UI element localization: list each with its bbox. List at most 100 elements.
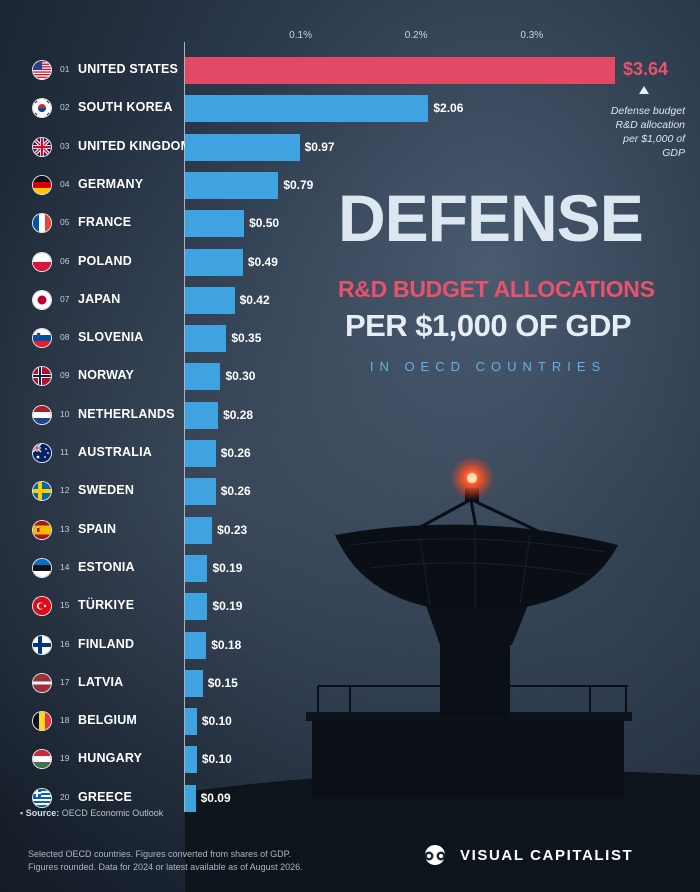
chart-row: 08 SLOVENIA $0.35 (0, 319, 700, 357)
rank-label: 04 (60, 178, 70, 189)
us-flag-icon (33, 61, 51, 79)
country-label: GERMANY (78, 176, 144, 191)
si-flag-icon (33, 329, 51, 348)
rank-label: 05 (60, 217, 70, 228)
annotation-arrow-icon (639, 86, 649, 94)
gb-flag-icon (33, 137, 51, 156)
x-tick-label: 0.3% (520, 30, 544, 41)
rank-label: 16 (60, 638, 70, 649)
rank-label: 03 (60, 140, 70, 151)
gr-flag-icon (33, 788, 51, 807)
brand-logo-icon (424, 845, 446, 865)
value-label: $0.18 (211, 637, 242, 652)
chart-row: 02 SOUTH KOREA $2.06 (0, 89, 700, 127)
bar (185, 248, 243, 276)
value-label: $0.23 (217, 522, 248, 537)
chart-row: 18 BELGIUM $0.10 (0, 702, 700, 740)
rank-label: 19 (60, 753, 70, 764)
rank-label: 20 (60, 791, 70, 802)
title-sub-white: PER $1,000 OF GDP (344, 308, 632, 343)
rank-label: 02 (60, 102, 70, 113)
country-label: SOUTH KOREA (78, 100, 173, 115)
country-label: GREECE (78, 789, 132, 804)
x-tick-label: 0.1% (289, 30, 312, 41)
rank-label: 11 (60, 447, 69, 457)
chart-row: 15 TÜRKIYE $0.19 (0, 587, 700, 625)
pl-flag-icon (33, 252, 51, 271)
bar (185, 363, 221, 391)
country-label: TÜRKIYE (78, 598, 135, 613)
jp-flag-icon (33, 290, 51, 309)
bar (185, 325, 227, 353)
bar (185, 478, 216, 506)
value-label: $0.15 (207, 675, 238, 690)
bar (185, 554, 208, 582)
bar (185, 133, 300, 161)
kr-flag-icon (33, 99, 51, 118)
se-flag-icon (33, 482, 51, 501)
au-flag-icon (33, 444, 51, 462)
no-flag-icon (33, 367, 51, 386)
source-text: OECD Economic Outlook (61, 808, 164, 818)
ee-flag-icon (33, 558, 51, 577)
chart-row: 14 ESTONIA $0.19 (0, 549, 700, 587)
rank-label: 10 (60, 408, 70, 419)
bar (185, 631, 207, 659)
chart-row: 12 SWEDEN $0.26 (0, 472, 700, 510)
chart-row: 11 AUSTRALIA $0.26 (0, 434, 700, 472)
country-label: JAPAN (78, 291, 121, 306)
rank-label: 07 (60, 293, 70, 304)
bar (185, 708, 197, 736)
chart-row: 13 SPAIN $0.23 (0, 511, 700, 549)
value-label: $0.26 (220, 446, 251, 460)
country-label: POLAND (78, 253, 132, 268)
value-label: $0.10 (201, 714, 232, 729)
country-label: SPAIN (78, 521, 117, 536)
title-sub-red: R&D BUDGET ALLOCATIONS (338, 276, 655, 302)
rank-label: 06 (60, 255, 70, 266)
brand-logo: VISUAL CAPITALIST (418, 843, 633, 867)
value-label: $2.06 (433, 101, 464, 116)
rank-label: 13 (60, 523, 70, 534)
nl-flag-icon (33, 405, 51, 424)
country-label: ESTONIA (78, 559, 135, 574)
country-label: LATVIA (78, 674, 124, 689)
title-sub-blue: IN OECD COUNTRIES (369, 359, 607, 374)
bar (185, 669, 203, 697)
country-label: SLOVENIA (78, 330, 144, 345)
value-label: $0.19 (212, 599, 243, 614)
chart-row: 09 NORWAY $0.30 (0, 357, 700, 395)
rank-label: 18 (60, 715, 70, 726)
source-label: Source: (25, 808, 60, 818)
country-label: AUSTRALIA (78, 445, 153, 459)
bar (185, 401, 219, 429)
bar (185, 784, 196, 812)
value-label: $0.35 (231, 331, 262, 346)
country-label: FRANCE (78, 215, 132, 230)
country-label: UNITED STATES (78, 62, 179, 76)
bar (185, 95, 429, 123)
value-label: $0.49 (247, 254, 278, 269)
bar (185, 57, 615, 84)
fr-flag-icon (33, 214, 51, 233)
brand-name: VISUAL CAPITALIST (460, 846, 634, 864)
chart-row: 16 FINLAND $0.18 (0, 626, 700, 664)
value-label: $0.97 (304, 139, 335, 154)
bar (185, 516, 213, 544)
value-label: $0.28 (223, 407, 254, 422)
y-axis-line (184, 42, 185, 812)
rank-label: 01 (60, 64, 70, 74)
footer-note: Selected OECD countries. Figures convert… (28, 849, 303, 872)
country-label: NETHERLANDS (78, 406, 175, 421)
chart-row: 06 POLAND $0.49 (0, 243, 700, 281)
value-label: $0.42 (239, 292, 270, 307)
chart-row: 03 UNITED KINGDOM $0.97 (0, 128, 700, 166)
rank-label: 12 (60, 485, 70, 496)
chart-row: 17 LATVIA $0.15 (0, 664, 700, 702)
rank-label: 17 (60, 676, 70, 687)
rank-label: 14 (60, 561, 70, 572)
lv-flag-icon (33, 673, 51, 692)
de-flag-icon (33, 175, 51, 194)
value-label: $0.19 (212, 560, 243, 575)
